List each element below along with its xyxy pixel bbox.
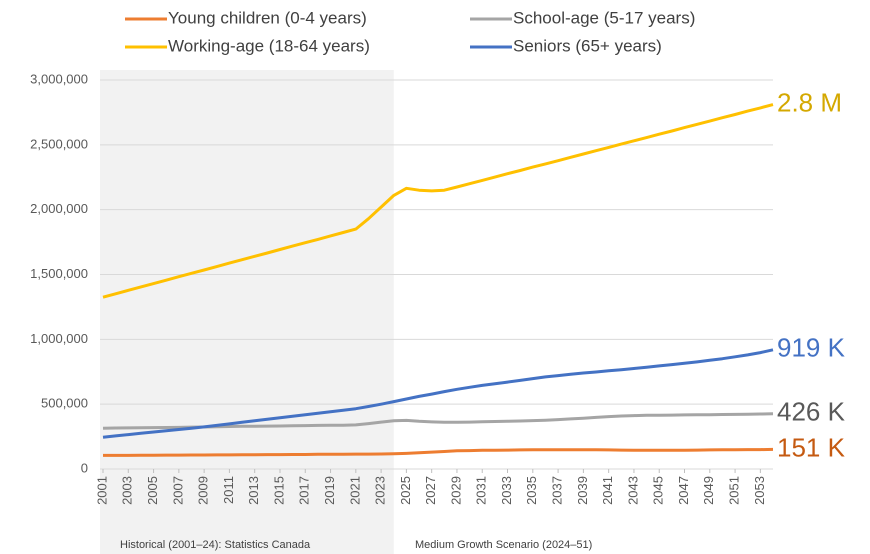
x-tick-label: 2031 (474, 476, 489, 505)
x-tick-label: 2011 (221, 476, 236, 504)
x-tick-label: 2043 (625, 476, 640, 505)
annotation: Medium Growth Scenario (2024–51) (415, 539, 592, 551)
series-line (102, 103, 774, 299)
x-tick-label: 2007 (170, 476, 185, 505)
x-tick-label: 2037 (550, 476, 565, 505)
y-tick-label: 1,000,000 (30, 331, 88, 346)
x-tick-label: 2039 (575, 476, 590, 505)
x-tick-label: 2021 (347, 476, 362, 505)
x-tick-label: 2015 (271, 476, 286, 505)
y-tick-label: 500,000 (41, 396, 88, 411)
x-tick-label: 2001 (94, 476, 109, 505)
x-tick-label: 2049 (701, 476, 716, 505)
y-tick-label: 2,000,000 (30, 201, 88, 216)
x-tick-label: 2017 (297, 476, 312, 505)
x-tick-label: 2047 (676, 476, 691, 505)
x-tick-label: 2053 (752, 476, 767, 505)
legend-label: Working-age (18-64 years) (168, 36, 370, 55)
series-line (102, 348, 774, 439)
x-tick-label: 2035 (524, 476, 539, 505)
x-tick-label: 2013 (246, 476, 261, 505)
historical-shade (100, 70, 394, 554)
legend-label: Seniors (65+ years) (513, 36, 662, 55)
end-label: 919 K (777, 333, 846, 363)
x-tick-label: 2041 (600, 476, 615, 505)
x-tick-label: 2051 (727, 476, 742, 505)
x-tick-label: 2025 (398, 476, 413, 505)
end-label: 426 K (777, 397, 846, 427)
legend-label: Young children (0-4 years) (168, 8, 367, 27)
end-label: 151 K (777, 432, 846, 462)
x-tick-label: 2023 (373, 476, 388, 505)
x-tick-label: 2027 (423, 476, 438, 505)
x-tick-label: 2033 (499, 476, 514, 505)
end-label: 2.8 M (777, 88, 842, 118)
annotation: Historical (2001–24): Statistics Canada (120, 539, 311, 551)
x-tick-label: 2029 (448, 476, 463, 505)
y-tick-label: 1,500,000 (30, 266, 88, 281)
legend-label: School-age (5-17 years) (513, 8, 695, 27)
x-tick-label: 2009 (196, 476, 211, 505)
x-tick-label: 2019 (322, 476, 337, 505)
x-tick-label: 2045 (651, 476, 666, 505)
x-tick-label: 2003 (120, 476, 135, 505)
y-tick-label: 3,000,000 (30, 71, 88, 86)
y-tick-label: 2,500,000 (30, 136, 88, 151)
y-tick-label: 0 (81, 460, 88, 475)
x-tick-label: 2005 (145, 476, 160, 505)
series-line (103, 447, 774, 457)
